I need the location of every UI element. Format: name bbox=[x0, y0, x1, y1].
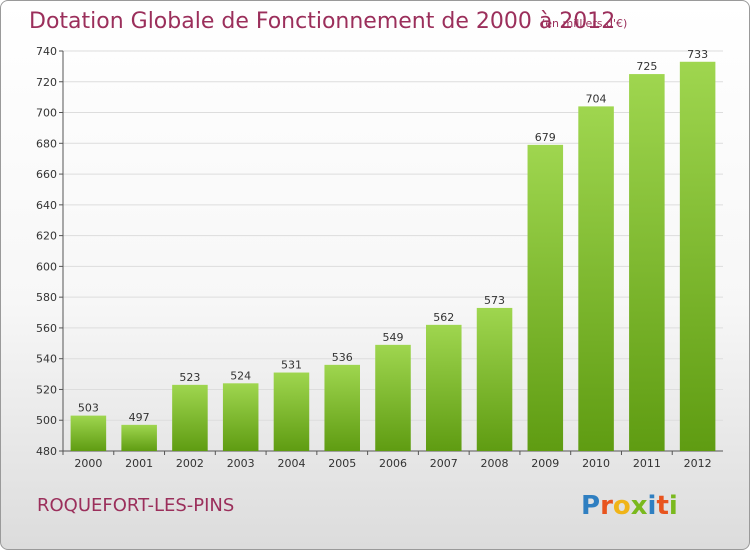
x-tick-label: 2002 bbox=[176, 457, 204, 470]
y-tick-label: 660 bbox=[36, 168, 57, 181]
chart-title: Dotation Globale de Fonctionnement de 20… bbox=[29, 9, 616, 34]
value-label: 733 bbox=[687, 48, 708, 61]
x-tick-label: 2000 bbox=[74, 457, 102, 470]
x-tick-label: 2012 bbox=[684, 457, 712, 470]
y-tick-label: 580 bbox=[36, 291, 57, 304]
y-tick-label: 640 bbox=[36, 199, 57, 212]
x-tick-label: 2006 bbox=[379, 457, 407, 470]
proxiti-logo: Proxiti bbox=[581, 491, 678, 521]
x-tick-label: 2005 bbox=[328, 457, 356, 470]
logo-letter: o bbox=[612, 491, 631, 521]
x-tick-label: 2009 bbox=[531, 457, 559, 470]
bar-2006 bbox=[375, 344, 411, 451]
y-tick-label: 740 bbox=[36, 45, 57, 58]
bar-2005 bbox=[324, 364, 360, 451]
value-label: 536 bbox=[332, 351, 353, 364]
y-tick-label: 720 bbox=[36, 76, 57, 89]
bar-2008 bbox=[476, 307, 513, 451]
bar-2010 bbox=[578, 106, 614, 451]
logo-letter: i bbox=[668, 491, 678, 521]
x-tick-label: 2003 bbox=[227, 457, 255, 470]
value-label: 524 bbox=[230, 369, 251, 382]
bar-2012 bbox=[679, 61, 716, 452]
value-label: 562 bbox=[433, 311, 454, 324]
logo-letter: P bbox=[581, 491, 601, 521]
value-label: 704 bbox=[586, 92, 607, 105]
y-tick-label: 520 bbox=[36, 383, 57, 396]
value-label: 549 bbox=[383, 331, 404, 344]
x-tick-label: 2008 bbox=[481, 457, 509, 470]
logo-letter: x bbox=[630, 491, 648, 521]
x-tick-label: 2011 bbox=[633, 457, 661, 470]
y-tick-label: 560 bbox=[36, 322, 57, 335]
bar-2002 bbox=[172, 384, 208, 451]
value-label: 531 bbox=[281, 359, 302, 372]
value-label: 679 bbox=[535, 131, 556, 144]
y-tick-label: 620 bbox=[36, 230, 57, 243]
value-label: 497 bbox=[129, 411, 150, 424]
x-tick-label: 2001 bbox=[125, 457, 153, 470]
unit-note: (en milliers d'€) bbox=[541, 17, 628, 30]
value-label: 523 bbox=[179, 371, 200, 384]
bar-2009 bbox=[527, 144, 564, 451]
commune-name: ROQUEFORT-LES-PINS bbox=[37, 495, 235, 516]
y-tick-label: 540 bbox=[36, 353, 57, 366]
logo-letter: t bbox=[656, 491, 669, 521]
bar-2011 bbox=[629, 74, 665, 452]
value-label: 725 bbox=[636, 60, 657, 73]
y-tick-label: 700 bbox=[36, 107, 57, 120]
logo-letter: i bbox=[647, 491, 657, 521]
bar-2001 bbox=[121, 424, 157, 451]
y-tick-label: 680 bbox=[36, 137, 57, 150]
value-label: 573 bbox=[484, 294, 505, 307]
logo-letter: r bbox=[600, 491, 613, 521]
x-tick-label: 2004 bbox=[277, 457, 305, 470]
y-tick-label: 500 bbox=[36, 414, 57, 427]
bar-2004 bbox=[273, 372, 310, 451]
bar-2003 bbox=[222, 383, 259, 451]
y-tick-label: 600 bbox=[36, 260, 57, 273]
bar-2000 bbox=[70, 415, 107, 451]
bar-2007 bbox=[426, 324, 462, 451]
y-tick-label: 480 bbox=[36, 445, 57, 458]
x-tick-label: 2010 bbox=[582, 457, 610, 470]
x-tick-label: 2007 bbox=[430, 457, 458, 470]
value-label: 503 bbox=[78, 402, 99, 415]
